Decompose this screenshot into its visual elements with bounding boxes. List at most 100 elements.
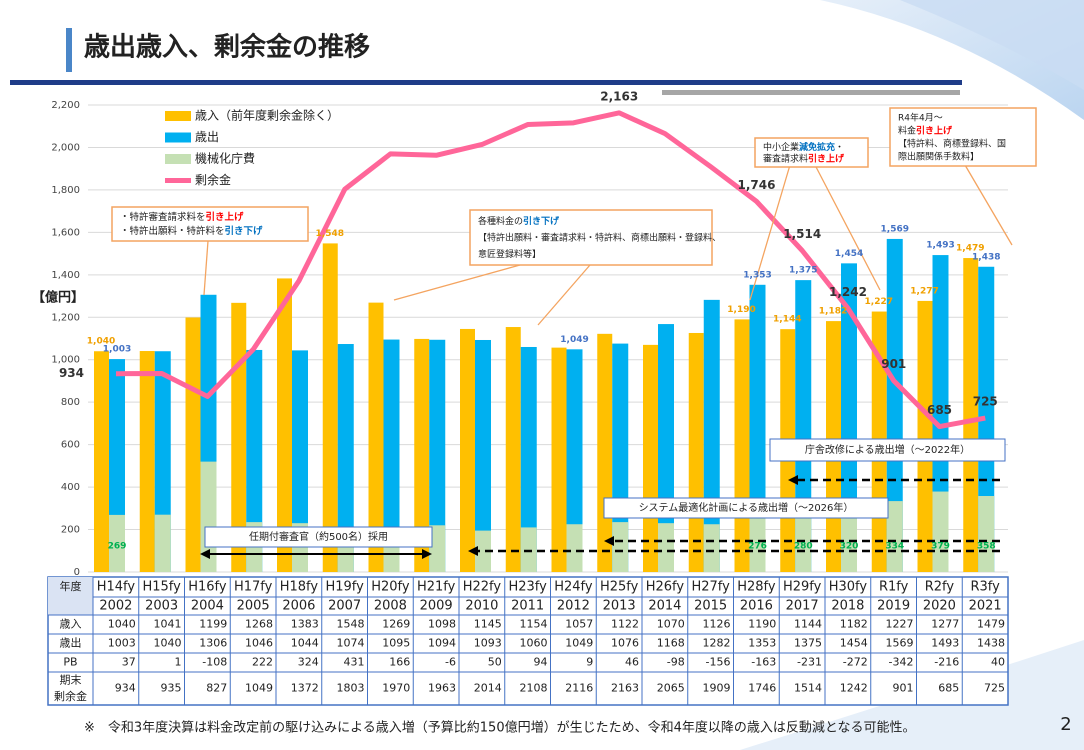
bar bbox=[475, 339, 491, 572]
data-label: 1,049 bbox=[560, 335, 588, 345]
connector bbox=[203, 240, 209, 296]
bar bbox=[292, 350, 308, 572]
data-label: 685 bbox=[927, 403, 952, 417]
data-label: 1,242 bbox=[829, 285, 867, 299]
table-cell: 1372 bbox=[291, 682, 319, 695]
connector bbox=[393, 264, 521, 301]
table-cell: 1 bbox=[175, 656, 182, 669]
table-cell: 1074 bbox=[337, 637, 365, 650]
callout-span: 引き下げ bbox=[523, 215, 560, 227]
table-cell: 1144 bbox=[794, 618, 822, 631]
callout-span: 引き下げ bbox=[225, 225, 264, 237]
callout-span: 【特許出願料・審査請求料・特許料、商標出願料・登録料、 bbox=[478, 231, 721, 243]
table-frame bbox=[47, 576, 1009, 706]
table-cell: 1493 bbox=[931, 637, 959, 650]
table-cell: 222 bbox=[252, 656, 273, 669]
bar bbox=[520, 527, 537, 572]
data-label: 1,190 bbox=[727, 305, 755, 315]
title-accent bbox=[66, 28, 72, 72]
data-label: 358 bbox=[977, 542, 996, 552]
bar bbox=[475, 530, 491, 572]
table-cell: -98 bbox=[667, 656, 685, 669]
column-year: 2006 bbox=[282, 599, 315, 614]
table-cell: 1277 bbox=[931, 618, 959, 631]
table-cell: 1306 bbox=[199, 637, 227, 650]
column-header: H16fy bbox=[188, 580, 227, 595]
bar bbox=[688, 332, 704, 572]
table-cell: 2108 bbox=[520, 682, 548, 695]
y-tick-label: 0 bbox=[74, 567, 80, 578]
y-tick-label: 2,000 bbox=[51, 142, 80, 153]
callout-span: 庁舎改修による歳出増（～2022年） bbox=[805, 443, 970, 456]
table-cell: 2014 bbox=[474, 682, 502, 695]
column-year: 2019 bbox=[877, 599, 910, 614]
data-label: 934 bbox=[59, 366, 84, 380]
column-header: H24fy bbox=[554, 580, 593, 595]
table-cell: 46 bbox=[625, 656, 639, 669]
table-cell: 1145 bbox=[474, 618, 502, 631]
data-label: 1,493 bbox=[926, 241, 954, 251]
table-cell: 1548 bbox=[337, 618, 365, 631]
bar bbox=[185, 317, 201, 572]
bar bbox=[643, 344, 658, 572]
column-year: 2015 bbox=[694, 599, 727, 614]
callout-text: ・特許審査請求料を引き上げ bbox=[120, 211, 244, 223]
table-cell: 9 bbox=[586, 656, 593, 669]
callout-span: 際出願関係手数料】 bbox=[898, 150, 979, 162]
table-cell: 901 bbox=[893, 682, 914, 695]
data-label: 320 bbox=[840, 542, 859, 552]
column-header: H23fy bbox=[508, 580, 547, 595]
column-year: 2011 bbox=[511, 599, 544, 614]
table-header: 年度 bbox=[60, 579, 82, 593]
bar bbox=[612, 522, 629, 572]
column-header: R2fy bbox=[925, 580, 955, 595]
column-header: H19fy bbox=[325, 580, 364, 595]
bar bbox=[337, 344, 354, 572]
table-cell: 1909 bbox=[703, 682, 731, 695]
bar bbox=[917, 300, 933, 572]
data-label: 1,569 bbox=[881, 224, 909, 234]
legend-swatch bbox=[165, 154, 191, 164]
data-label: 1,353 bbox=[743, 270, 771, 280]
data-label: 280 bbox=[794, 542, 813, 552]
table-cell: 1049 bbox=[245, 682, 273, 695]
callout-text: 【特許料、商標登録料、国 bbox=[898, 137, 1006, 149]
callout-text: 【特許出願料・審査請求料・特許料、商標出願料・登録料、 bbox=[478, 231, 721, 243]
callout-box bbox=[469, 209, 713, 266]
column-header: H26fy bbox=[646, 580, 685, 595]
table-cell: 1060 bbox=[520, 637, 548, 650]
table-cell: 934 bbox=[115, 682, 136, 695]
callout-span: 引き上げ bbox=[916, 124, 953, 136]
table-cell: 1269 bbox=[382, 618, 410, 631]
callout-span: 減免拡充 bbox=[799, 140, 835, 152]
column-year: 2003 bbox=[145, 599, 178, 614]
table-cell: -342 bbox=[889, 656, 914, 669]
bar bbox=[978, 266, 995, 572]
table-cell: 50 bbox=[488, 656, 502, 669]
legend-swatch bbox=[165, 111, 191, 121]
table-cell: 1227 bbox=[886, 618, 914, 631]
callout-box bbox=[769, 438, 1006, 462]
column-header: H22fy bbox=[463, 580, 502, 595]
decoration bbox=[662, 90, 960, 95]
column-year: 2014 bbox=[648, 599, 681, 614]
table-cell: 827 bbox=[206, 682, 227, 695]
table-cell: 1438 bbox=[977, 637, 1005, 650]
bar bbox=[658, 523, 674, 572]
bar bbox=[597, 333, 613, 572]
callout-span: R4年4月～ bbox=[898, 111, 943, 123]
callout-text: 料金引き上げ bbox=[898, 124, 953, 136]
bar bbox=[368, 302, 384, 572]
table-cell: 1046 bbox=[245, 637, 273, 650]
table-cell: 1057 bbox=[565, 618, 593, 631]
column-year: 2007 bbox=[328, 599, 361, 614]
table-cell: 1242 bbox=[840, 682, 868, 695]
table-cell: 1076 bbox=[611, 637, 639, 650]
table-cell: -216 bbox=[934, 656, 959, 669]
row-label: 歳出 bbox=[60, 636, 82, 650]
table-cell: 1479 bbox=[977, 618, 1005, 631]
data-label: 1,003 bbox=[103, 345, 131, 355]
data-label: 1,514 bbox=[783, 227, 821, 241]
table-cell: 2163 bbox=[611, 682, 639, 695]
callout-span: 【特許料、商標登録料、国 bbox=[898, 137, 1006, 149]
